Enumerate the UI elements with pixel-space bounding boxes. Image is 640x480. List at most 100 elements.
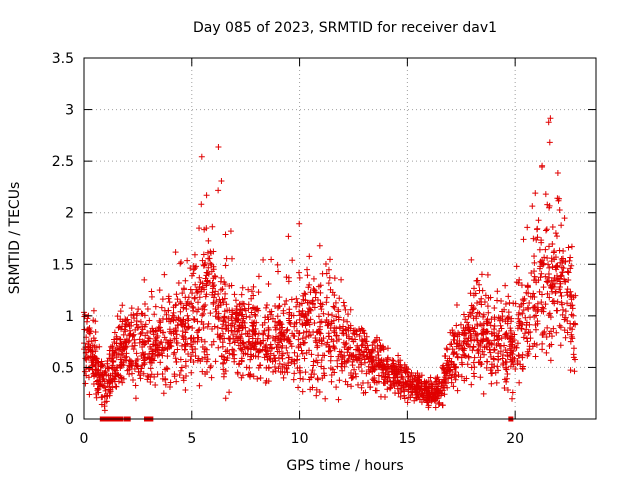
data-point [260,337,267,344]
data-point [518,282,525,289]
data-point [299,307,306,314]
data-point [312,289,319,296]
data-point [199,257,206,264]
data-point [98,358,105,365]
data-point [202,302,209,309]
data-point [466,326,473,333]
data-point [182,329,189,336]
data-point [308,351,315,358]
data-point [509,395,516,402]
data-point [296,364,303,371]
data-point [327,286,334,293]
data-point [212,358,219,365]
data-point [207,250,214,257]
data-point [401,392,408,399]
data-point [269,358,276,365]
data-point [540,284,547,291]
data-point [528,269,535,276]
data-point [138,329,145,336]
data-point [373,387,380,394]
data-point [496,342,503,349]
data-point [467,330,474,337]
data-point [520,236,527,243]
data-point [191,317,198,324]
data-point [372,354,379,361]
data-point [172,302,179,309]
data-point [465,313,472,320]
data-point [484,303,491,310]
data-point [360,389,367,396]
data-point [508,347,515,354]
data-point [473,313,480,320]
data-point [450,350,457,357]
data-point [471,336,478,343]
data-point [444,357,451,364]
data-point [158,350,165,357]
data-point [347,372,354,379]
data-point [181,286,188,293]
data-point [310,286,317,293]
data-point [196,225,203,232]
data-point [473,277,480,284]
data-point [482,329,489,336]
data-point [333,313,340,320]
data-point [210,283,217,290]
data-point [464,338,471,345]
data-point [228,327,235,334]
data-point [507,363,514,370]
data-point [369,358,376,365]
data-point [295,344,302,351]
data-point [246,364,253,371]
chart-title: Day 085 of 2023, SRMTID for receiver dav… [193,20,497,36]
data-point [534,300,541,307]
data-point [333,325,340,332]
data-point [502,301,509,308]
data-point [432,404,439,411]
data-point [255,353,262,360]
data-point [542,273,549,280]
data-point [261,327,268,334]
data-point [187,341,194,348]
data-point [263,348,270,355]
data-point [379,361,386,368]
data-point [479,338,486,345]
data-point [152,338,159,345]
data-point [265,347,272,354]
data-point [180,336,187,343]
data-point [267,341,274,348]
data-point [240,350,247,357]
data-point [167,379,174,386]
data-point [137,318,144,325]
data-point [556,322,563,329]
data-point [290,332,297,339]
data-point [148,360,155,367]
data-point [222,395,229,402]
data-point [115,324,122,331]
data-point [132,395,139,402]
data-point [478,271,485,278]
data-point [265,364,272,371]
data-point [554,170,561,177]
data-point [210,338,217,345]
data-point [552,230,559,237]
data-point [196,382,203,389]
data-point [387,384,394,391]
data-point [275,365,282,372]
data-point [513,279,520,286]
data-point [509,389,516,396]
data-point [562,308,569,315]
data-point [550,249,557,256]
data-point [98,394,105,401]
data-point [487,322,494,329]
data-point [529,203,536,210]
data-point [417,380,424,387]
data-point [198,153,205,160]
data-point [187,286,194,293]
data-point [208,341,215,348]
data-point [545,119,552,126]
data-point [516,303,523,310]
data-point [198,336,205,343]
data-point [117,356,124,363]
data-point [539,346,546,353]
data-point [250,292,257,299]
